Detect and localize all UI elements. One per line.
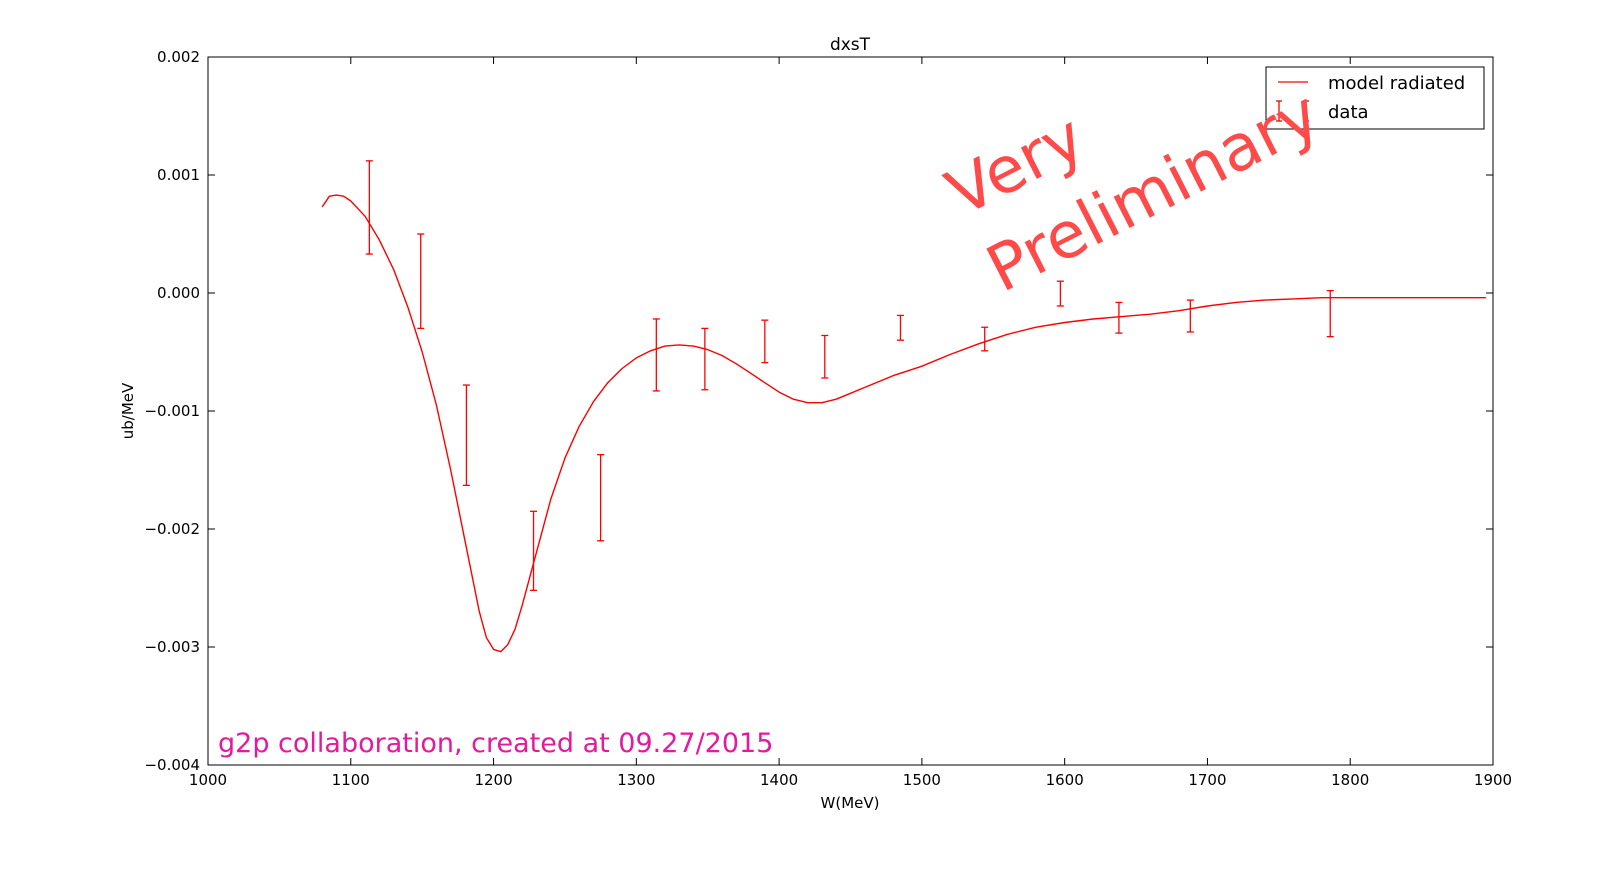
data-errorbar bbox=[761, 319, 769, 364]
y-tick-label: 0.002 bbox=[157, 48, 200, 66]
x-axis-label: W(MeV) bbox=[821, 794, 880, 812]
y-tick-label: −0.001 bbox=[144, 402, 200, 420]
x-tick-label: 1900 bbox=[1474, 771, 1512, 789]
data-errorbar bbox=[1186, 299, 1194, 333]
data-errorbar bbox=[896, 314, 904, 341]
data-errorbar bbox=[701, 327, 709, 391]
data-errorbar bbox=[462, 384, 470, 486]
y-axis-label: ub/MeV bbox=[119, 382, 137, 439]
y-tick-label: −0.002 bbox=[144, 520, 200, 538]
data-errorbar bbox=[652, 318, 660, 392]
plot-frame bbox=[207, 56, 1494, 766]
legend-errorbar-swatch bbox=[1276, 100, 1309, 122]
x-tick-label: 1000 bbox=[189, 771, 227, 789]
y-tick-label: −0.004 bbox=[144, 756, 200, 774]
legend: model radiated data bbox=[1265, 66, 1485, 130]
x-tick-label: 1500 bbox=[903, 771, 941, 789]
x-tick-label: 1800 bbox=[1331, 771, 1369, 789]
y-tick-label: 0.000 bbox=[157, 284, 200, 302]
x-tick-label: 1400 bbox=[760, 771, 798, 789]
data-errorbar bbox=[821, 334, 829, 379]
y-tick-label: −0.003 bbox=[144, 638, 200, 656]
model-radiated-line bbox=[321, 194, 1486, 653]
data-errorbar bbox=[365, 160, 373, 255]
x-tick-label: 1100 bbox=[332, 771, 370, 789]
data-errorbar bbox=[1326, 289, 1334, 338]
x-tick-label: 1300 bbox=[617, 771, 655, 789]
data-errorbar bbox=[1056, 280, 1064, 307]
data-errorbar bbox=[417, 233, 425, 330]
data-errorbar bbox=[981, 326, 989, 352]
axis-ticks: 1000 1100 1200 1300 1400 1500 1600 1700 1800 1900… bbox=[144, 48, 1512, 789]
chart-title: dxsT bbox=[830, 35, 871, 55]
plot-content bbox=[321, 160, 1486, 653]
x-tick-label: 1700 bbox=[1188, 771, 1226, 789]
data-errorbar bbox=[530, 510, 538, 592]
x-tick-label: 1200 bbox=[474, 771, 512, 789]
legend-label-model: model radiated bbox=[1328, 73, 1465, 94]
x-tick-label: 1600 bbox=[1046, 771, 1084, 789]
y-tick-label: 0.001 bbox=[157, 166, 200, 184]
legend-box bbox=[1265, 66, 1485, 130]
data-errorbar bbox=[1115, 301, 1123, 334]
data-errorbar bbox=[597, 454, 605, 542]
credit-note: g2p collaboration, created at 09.27/2015 bbox=[218, 728, 773, 759]
legend-label-data: data bbox=[1328, 102, 1369, 123]
